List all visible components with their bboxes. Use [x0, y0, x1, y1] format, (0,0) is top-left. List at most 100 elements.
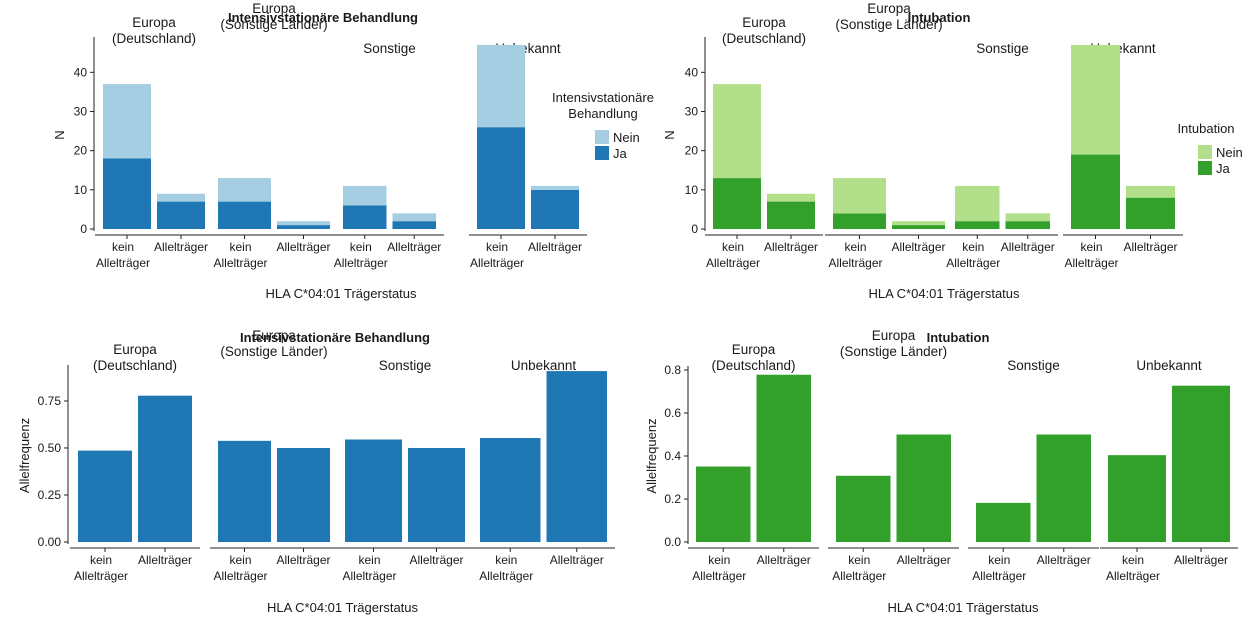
facet-label: Sonstige	[976, 41, 1029, 56]
x-tick-label: Allelträger	[528, 240, 582, 254]
facet-1: Europa (Deutschland) kein Allelträger Allelt…	[705, 15, 823, 270]
bar-ja	[218, 201, 271, 229]
x-axis-label: HLA C*04:01 Trägerstatus	[265, 286, 417, 301]
legend-label: Ja	[1216, 161, 1231, 176]
legend-title: Intensivstationäre Behandlung	[552, 90, 654, 121]
legend-swatch	[595, 130, 609, 144]
legend-swatch	[595, 146, 609, 160]
x-tick-label: Allelträger	[1037, 553, 1091, 567]
bar-ja	[767, 201, 815, 229]
facet-label: Europa (Deutschland)	[711, 342, 795, 373]
bar-value	[480, 438, 541, 542]
y-tick-label: 40	[74, 65, 88, 79]
bar-value	[1108, 455, 1166, 542]
facet-label: Europa (Sonstige Länder)	[840, 328, 947, 359]
bar-value	[218, 440, 271, 542]
legend-swatch	[1198, 145, 1212, 159]
y-tick-label: 0	[80, 222, 87, 236]
facet-label: Europa (Deutschland)	[722, 15, 806, 46]
y-tick-label: 0.2	[664, 492, 681, 506]
bar-nein	[477, 44, 525, 128]
facet-2: Europa (Sonstige Länder) kein Allelträger Al…	[210, 328, 338, 583]
bar-ja	[343, 205, 387, 229]
facet-label: Unbekannt	[1136, 358, 1202, 373]
facet-label: Europa (Sonstige Länder)	[220, 1, 327, 32]
y-tick-label: 0.50	[38, 441, 62, 455]
facet-2: Europa (Sonstige Länder) kein Allelträger Al…	[825, 1, 953, 270]
bar-nein	[1126, 185, 1175, 198]
chart-title: Intensivstationäre Behandlung	[240, 330, 430, 345]
x-tick-label: Allelträger	[276, 240, 330, 254]
y-tick-label: 10	[685, 183, 699, 197]
y-tick-label: 30	[685, 105, 699, 119]
x-tick-label: Allelträger	[764, 240, 818, 254]
x-axis-label: HLA C*04:01 Trägerstatus	[887, 600, 1039, 615]
facet-label: Sonstige	[379, 358, 432, 373]
y-tick-label: 0.4	[664, 449, 681, 463]
x-tick-label: kein Allelträger	[706, 240, 760, 270]
bar-value	[345, 439, 402, 542]
bar-ja	[892, 225, 945, 229]
x-tick-label: Allelträger	[387, 240, 441, 254]
bar-value	[756, 374, 811, 542]
bar-nein	[218, 178, 271, 202]
y-axis-label: Allelfrequenz	[17, 418, 32, 493]
y-tick-label: 0.75	[38, 394, 62, 408]
bar-nein	[157, 193, 205, 202]
facet-label: Europa (Sonstige Länder)	[220, 328, 327, 359]
bar-ja	[277, 225, 330, 229]
x-tick-label: Allelträger	[138, 553, 192, 567]
x-tick-label: Allelträger	[1174, 553, 1228, 567]
facet-1: Europa (Deutschland) kein Allelträger Allelt…	[688, 342, 819, 583]
y-tick-label: 40	[685, 65, 699, 79]
chart-panel-4: Intubation 0.0 0.2 0.4 0.6 0.8 Allelfrequenz HL…	[644, 328, 1238, 615]
bar-ja	[1071, 154, 1120, 229]
y-tick-label: 10	[74, 183, 88, 197]
bar-ja	[477, 127, 525, 229]
bar-value	[696, 466, 751, 542]
bar-ja	[713, 178, 761, 229]
bar-ja	[833, 213, 886, 229]
y-axis-label: N	[52, 130, 67, 139]
y-tick-label: 20	[685, 144, 699, 158]
x-tick-label: Allelträger	[897, 553, 951, 567]
y-tick-label: 0.8	[664, 363, 681, 377]
legend-title: Intubation	[1177, 121, 1234, 136]
bar-ja	[531, 189, 579, 229]
bar-value	[976, 502, 1031, 542]
chart-panel-2: Intubation 0 10 20 30 40 N HLA C*04:01 Trägerst…	[662, 1, 1243, 301]
y-tick-label: 30	[74, 105, 88, 119]
y-tick-label: 0	[691, 222, 698, 236]
chart-panel-1: Intensivstationäre Behandlung 0 10 20 30 40 N H…	[52, 1, 654, 301]
facet-2: Europa (Sonstige Länder) kein Allelträger Al…	[828, 328, 959, 583]
x-tick-label: kein Allelträger	[74, 553, 128, 583]
x-tick-label: Allelträger	[1123, 240, 1177, 254]
bar-value	[408, 447, 465, 542]
bar-nein	[713, 84, 761, 179]
chart-title: Intubation	[908, 10, 971, 25]
bar-ja	[392, 221, 436, 229]
bar-nein	[1071, 44, 1120, 155]
bar-value	[1036, 434, 1091, 542]
bar-ja	[1126, 197, 1175, 229]
x-tick-label: kein Allelträger	[470, 240, 524, 270]
y-axis-label: Allelfrequenz	[644, 418, 659, 493]
x-tick-label: Allelträger	[550, 553, 604, 567]
bar-nein	[531, 185, 579, 190]
x-tick-label: Allelträger	[276, 553, 330, 567]
y-tick-label: 0.6	[664, 406, 681, 420]
x-tick-label: kein Allelträger	[96, 240, 150, 270]
x-tick-label: kein Allelträger	[828, 240, 882, 270]
bar-nein	[1005, 213, 1050, 222]
bar-value	[896, 434, 951, 542]
bar-ja	[157, 201, 205, 229]
bar-nein	[343, 185, 387, 206]
